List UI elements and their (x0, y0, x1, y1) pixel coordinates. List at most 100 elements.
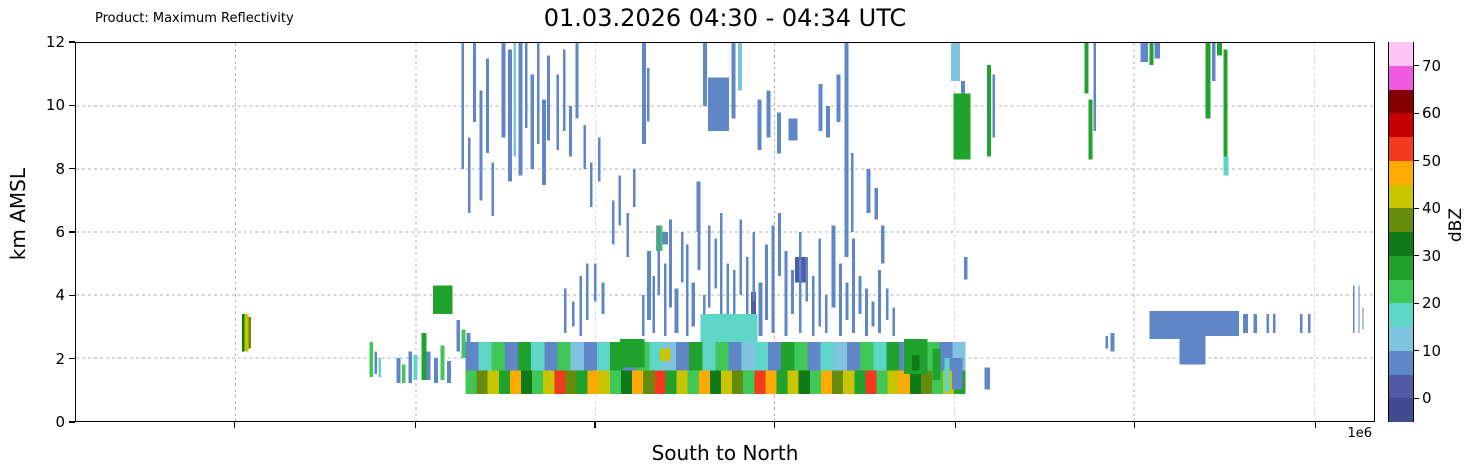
reflectivity-cell (807, 342, 821, 371)
reflectivity-cell (843, 370, 855, 395)
reflectivity-cell (456, 320, 461, 352)
x-tick-mark (1133, 422, 1136, 428)
reflectivity-cell (647, 68, 650, 122)
reflectivity-cell (732, 370, 744, 395)
reflectivity-cell (491, 342, 505, 371)
reflectivity-cell (583, 342, 598, 371)
reflectivity-cell (674, 288, 679, 333)
reflectivity-cell (852, 238, 855, 333)
reflectivity-cell (1300, 313, 1303, 333)
reflectivity-cell (543, 370, 555, 395)
reflectivity-cell (1253, 313, 1258, 333)
reflectivity-cell (597, 137, 601, 182)
reflectivity-cell (408, 351, 413, 384)
reflectivity-cell (757, 99, 762, 151)
x-tick-mark (1314, 422, 1316, 428)
colorbar-tick-mark (1414, 112, 1419, 114)
reflectivity-cell (720, 370, 733, 395)
reflectivity-cell (752, 232, 755, 302)
reflectivity-cell (432, 285, 453, 314)
reflectivity-cell (963, 257, 968, 280)
reflectivity-cell (871, 301, 875, 327)
reflectivity-cell (473, 43, 476, 122)
reflectivity-cell (401, 364, 406, 384)
product-label: Product: Maximum Reflectivity (95, 11, 294, 26)
reflectivity-cell (737, 43, 742, 91)
reflectivity-cell (832, 370, 844, 395)
colorbar-tick-mark (1414, 397, 1419, 399)
reflectivity-cell (826, 105, 831, 138)
reflectivity-cell (1216, 43, 1223, 56)
colorbar-segment (1389, 65, 1413, 90)
reflectivity-cell (987, 65, 992, 157)
reflectivity-cell (824, 294, 828, 333)
reflectivity-cell (242, 313, 245, 352)
y-tick-mark (69, 421, 75, 423)
reflectivity-cell (620, 370, 633, 395)
reflectivity-cell (570, 342, 584, 371)
reflectivity-cell (844, 43, 849, 258)
reflectivity-cell (531, 342, 545, 371)
reflectivity-cell (487, 370, 499, 395)
reflectivity-cell (541, 99, 546, 185)
reflectivity-cell (1242, 313, 1249, 333)
reflectivity-cell (741, 342, 755, 371)
reflectivity-cell (698, 370, 710, 395)
reflectivity-cell (486, 58, 489, 154)
reflectivity-cell (1266, 313, 1269, 333)
reflectivity-cell (1088, 99, 1093, 160)
x-tick-mark (234, 422, 236, 428)
reflectivity-cell (702, 43, 707, 106)
reflectivity-cell (731, 43, 736, 119)
reflectivity-cell (663, 263, 667, 336)
reflectivity-cell (461, 43, 465, 170)
reflectivity-cell (726, 263, 729, 314)
reflectivity-cell (440, 345, 445, 381)
reflectivity-cell (1223, 49, 1228, 157)
y-tick-mark (69, 104, 75, 106)
reflectivity-cell (476, 370, 488, 395)
reflectivity-cell (887, 370, 899, 395)
reflectivity-cell (680, 232, 684, 283)
reflectivity-cell (426, 351, 431, 381)
reflectivity-cell (892, 307, 896, 336)
y-tick-mark (69, 294, 75, 296)
reflectivity-cell (791, 269, 794, 314)
colorbar-tick-label: 40 (1422, 199, 1442, 218)
reflectivity-cell (518, 43, 523, 176)
colorbar-segment (1389, 279, 1413, 304)
reflectivity-cell (465, 342, 479, 371)
reflectivity-cell (771, 225, 775, 333)
reflectivity-cell (504, 342, 518, 371)
reflectivity-cell (544, 342, 558, 371)
reflectivity-cell (811, 276, 815, 336)
colorbar-label: dBZ (1446, 208, 1466, 243)
reflectivity-cell (754, 342, 769, 371)
reflectivity-cell (434, 358, 439, 384)
reflectivity-cell (732, 269, 736, 336)
reflectivity-cell (805, 257, 809, 302)
reflectivity-cell (784, 250, 788, 336)
reflectivity-cell (858, 276, 862, 314)
y-tick-label: 6 (55, 223, 65, 241)
reflectivity-plot (76, 43, 1374, 421)
reflectivity-cell (798, 232, 802, 333)
reflectivity-cell (1272, 313, 1276, 333)
reflectivity-cell (758, 282, 763, 336)
reflectivity-cell (1084, 43, 1089, 94)
reflectivity-cell (665, 370, 677, 395)
colorbar-segment (1389, 374, 1413, 399)
y-tick-label: 12 (45, 33, 65, 51)
reflectivity-cell (950, 43, 960, 81)
colorbar (1388, 41, 1414, 423)
reflectivity-cell (702, 342, 716, 371)
reflectivity-cell (709, 370, 721, 395)
reflectivity-cell (1154, 43, 1160, 59)
reflectivity-cell (818, 83, 823, 132)
reflectivity-cell (754, 370, 766, 395)
reflectivity-cell (520, 370, 533, 395)
colorbar-segment (1389, 160, 1413, 185)
reflectivity-cell (618, 175, 622, 226)
reflectivity-cell (479, 90, 483, 201)
reflectivity-cell (687, 370, 699, 395)
